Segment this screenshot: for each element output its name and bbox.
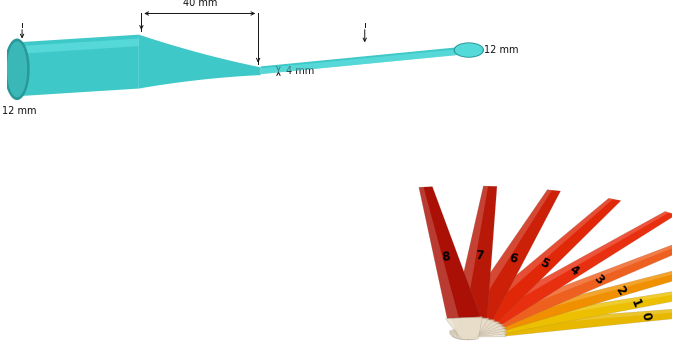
Text: 0: 0 — [638, 311, 652, 322]
Polygon shape — [449, 320, 508, 338]
Polygon shape — [460, 190, 552, 317]
Polygon shape — [451, 316, 504, 340]
Polygon shape — [453, 186, 497, 318]
Polygon shape — [475, 211, 676, 324]
Polygon shape — [482, 229, 686, 321]
Text: 1: 1 — [628, 297, 643, 309]
Polygon shape — [261, 46, 469, 74]
Polygon shape — [456, 316, 495, 340]
Ellipse shape — [453, 42, 484, 58]
Text: 12 mm: 12 mm — [484, 45, 519, 55]
Polygon shape — [139, 35, 261, 89]
Text: 7: 7 — [475, 250, 484, 263]
Polygon shape — [475, 211, 669, 319]
Polygon shape — [499, 299, 686, 336]
Polygon shape — [488, 250, 686, 330]
Polygon shape — [453, 186, 488, 317]
Text: 5: 5 — [538, 256, 551, 271]
Ellipse shape — [455, 43, 483, 57]
Polygon shape — [468, 198, 621, 322]
Polygon shape — [482, 229, 686, 327]
Ellipse shape — [4, 38, 29, 100]
Polygon shape — [468, 198, 613, 318]
Polygon shape — [419, 187, 481, 318]
Polygon shape — [488, 250, 686, 322]
Polygon shape — [445, 317, 482, 340]
Polygon shape — [419, 187, 459, 318]
Polygon shape — [17, 38, 139, 54]
Polygon shape — [460, 190, 560, 320]
Text: 3: 3 — [591, 272, 606, 287]
Text: 2: 2 — [612, 284, 628, 298]
Polygon shape — [450, 322, 506, 337]
Text: 6: 6 — [507, 251, 519, 266]
Text: 12 mm: 12 mm — [2, 106, 36, 116]
Text: 40 mm: 40 mm — [182, 0, 217, 8]
Text: 4 mm: 4 mm — [286, 66, 314, 76]
Polygon shape — [450, 316, 506, 340]
Polygon shape — [17, 35, 139, 96]
Text: 4: 4 — [567, 262, 580, 278]
Polygon shape — [453, 316, 499, 340]
Text: 8: 8 — [441, 250, 451, 264]
Ellipse shape — [7, 41, 27, 97]
Polygon shape — [494, 273, 686, 333]
Polygon shape — [449, 318, 508, 339]
Polygon shape — [261, 48, 469, 74]
Polygon shape — [452, 317, 489, 340]
Polygon shape — [499, 299, 686, 327]
Polygon shape — [494, 273, 686, 325]
